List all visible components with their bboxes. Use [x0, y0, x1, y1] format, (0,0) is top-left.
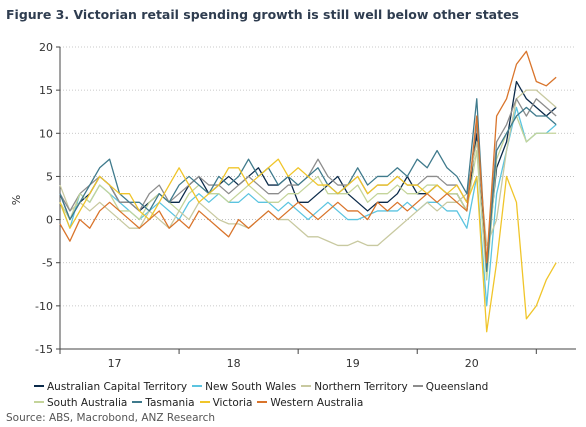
legend-label: Western Australia — [270, 397, 364, 409]
y-tick-label: -15 — [35, 343, 53, 356]
series-line-western-australia — [59, 50, 557, 264]
source-note: Source: ABS, Macrobond, ANZ Research — [6, 412, 216, 424]
series-lines — [59, 50, 557, 333]
legend-item: Tasmania — [132, 395, 195, 411]
legend-swatch — [301, 385, 312, 387]
x-tick-label: 19 — [346, 357, 360, 370]
legend-item: South Australia — [34, 395, 127, 411]
legend-swatch — [192, 385, 203, 387]
legend-label: Northern Territory — [314, 381, 408, 393]
y-axis-label: % — [10, 195, 23, 205]
legend-item: New South Wales — [192, 379, 296, 395]
legend-label: Tasmania — [145, 397, 195, 409]
legend-swatch — [34, 385, 44, 387]
y-tick-label: -10 — [35, 300, 53, 313]
series-line-victoria — [59, 158, 557, 333]
axes — [56, 46, 576, 354]
legend-swatch — [257, 401, 268, 403]
chart-title: Figure 3. Victorian retail spending grow… — [6, 7, 519, 22]
legend-label: Australian Capital Territory — [47, 381, 188, 393]
line-chart: -15 -10 -5 0 5 10 15 20 17 18 19 20 % — [10, 41, 576, 370]
chart-legend: Australian Capital Territory New South Wa… — [34, 379, 582, 411]
legend-swatch — [132, 401, 143, 403]
legend-item: Northern Territory — [301, 379, 408, 395]
legend-item: Western Australia — [257, 395, 363, 411]
tick-labels: -15 -10 -5 0 5 10 15 20 17 18 19 20 — [35, 41, 479, 370]
y-tick-label: 15 — [39, 84, 53, 97]
x-tick-label: 20 — [465, 357, 479, 370]
legend-item: Queensland — [412, 379, 489, 395]
x-tick-label: 18 — [227, 357, 241, 370]
y-tick-label: 20 — [39, 41, 53, 54]
legend-swatch — [412, 385, 423, 387]
grid-lines — [60, 46, 576, 350]
legend-item: Australian Capital Territory — [34, 379, 187, 395]
legend-item: Victoria — [199, 395, 253, 411]
legend-swatch — [34, 401, 44, 403]
legend-label: Queensland — [425, 381, 489, 393]
legend-label: South Australia — [47, 397, 128, 409]
legend-label: New South Wales — [205, 381, 297, 393]
x-tick-label: 17 — [108, 357, 122, 370]
legend-label: Victoria — [212, 397, 253, 409]
y-tick-label: 10 — [39, 127, 53, 140]
y-tick-label: 0 — [46, 214, 53, 227]
legend-swatch — [199, 401, 210, 403]
y-tick-label: 5 — [46, 170, 53, 183]
series-line-northern-territory — [59, 89, 557, 247]
series-line-new-south-wales — [59, 106, 557, 307]
y-tick-label: -5 — [42, 257, 53, 270]
